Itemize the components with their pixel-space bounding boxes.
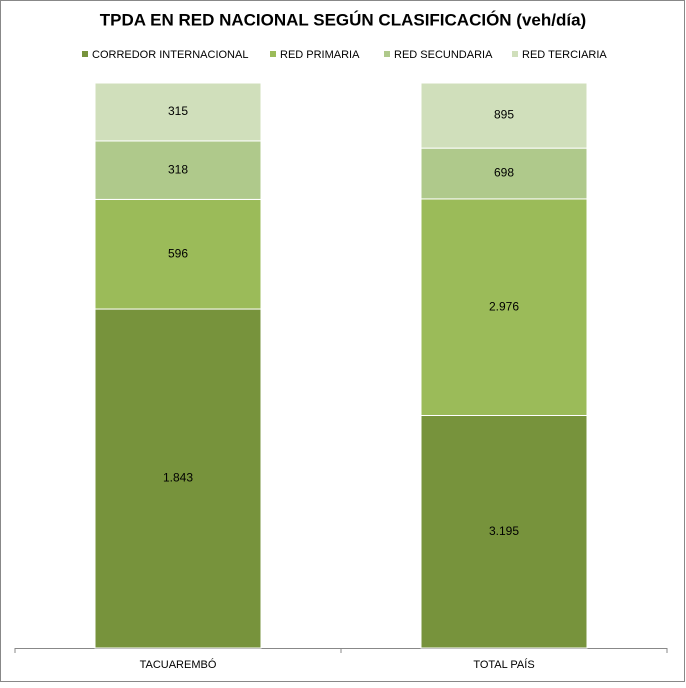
data-label: 315 xyxy=(168,104,188,118)
data-label: 596 xyxy=(168,246,188,260)
bar-segment xyxy=(420,147,588,200)
legend-swatch xyxy=(512,51,518,57)
bar-segment xyxy=(420,198,588,416)
data-label: 698 xyxy=(494,166,514,180)
data-label: 318 xyxy=(168,162,188,176)
x-tick-label: TACUAREMBÓ xyxy=(140,658,217,671)
x-tick-label: TOTAL PAÍS xyxy=(473,658,534,671)
legend-swatch xyxy=(384,51,390,57)
data-label: 1.843 xyxy=(163,471,193,485)
data-label: 2.976 xyxy=(489,299,519,313)
bar-segment xyxy=(94,308,262,649)
bar-segment xyxy=(420,414,588,649)
data-label: 3.195 xyxy=(489,524,519,538)
chart-title: TPDA EN RED NACIONAL SEGÚN CLASIFICACIÓN… xyxy=(100,10,586,29)
legend-label: CORREDOR INTERNACIONAL xyxy=(92,49,248,61)
legend-label: RED SECUNDARIA xyxy=(394,49,493,61)
legend-label: RED TERCIARIA xyxy=(522,49,607,61)
bar-segment xyxy=(94,82,262,142)
legend-swatch xyxy=(82,51,88,57)
legend-label: RED PRIMARIA xyxy=(280,49,360,61)
bar-segment xyxy=(94,198,262,310)
bar-segment xyxy=(420,82,588,149)
bar-segment xyxy=(94,140,262,200)
data-label: 895 xyxy=(494,108,514,122)
legend-swatch xyxy=(270,51,276,57)
